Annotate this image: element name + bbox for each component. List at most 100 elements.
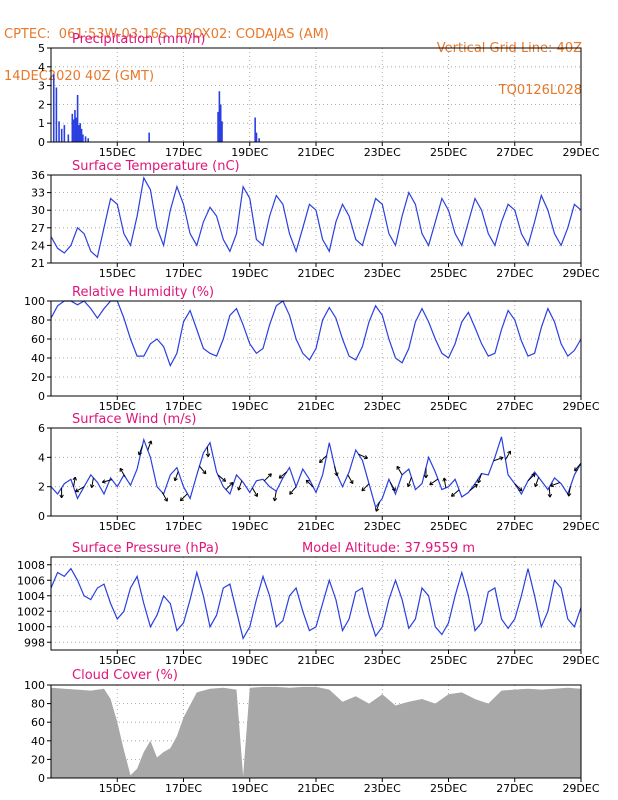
wind-arrow (119, 467, 126, 478)
surface-pressure-line (50, 567, 582, 640)
y-tick-label: 0 (38, 390, 45, 403)
x-tick-label: 27DEC (496, 400, 533, 413)
wind-arrow (358, 453, 368, 460)
x-tick-label: 27DEC (496, 654, 533, 667)
x-tick-label: 23DEC (364, 654, 401, 667)
y-tick-label: 1 (38, 117, 45, 130)
wind-arrow (389, 482, 396, 492)
x-tick-label: 17DEC (165, 267, 202, 280)
y-tick-label: 100 (24, 679, 45, 692)
precip-bar (71, 113, 74, 142)
relative-humidity-title: Relative Humidity (%) (72, 285, 214, 300)
x-tick-label: 17DEC (165, 520, 202, 533)
panel-frame (50, 556, 582, 651)
relative-humidity-line (50, 300, 582, 368)
cloud-cover-panel: 0 20 40 60 80 100 15DEC 17DEC 19DEC 21DEC 23DEC 25D… (24, 668, 600, 795)
precip-bar (258, 138, 260, 142)
y-tick-label: 1008 (17, 559, 45, 572)
precip-bar (255, 132, 258, 142)
x-tick-label: 25DEC (430, 267, 467, 280)
x-tick-label: 17DEC (165, 400, 202, 413)
wind-arrow (101, 479, 113, 484)
surface-pressure-panel: 998 1000 1002 1004 1006 1008 15DEC 17DEC 19DEC 21… (17, 541, 600, 667)
x-tick-label: 29DEC (562, 267, 599, 280)
x-tick-label: 23DEC (364, 146, 401, 159)
wind-arrow (173, 471, 179, 482)
wind-arrow (75, 486, 85, 493)
y-tick-label: 1004 (17, 590, 45, 603)
precip-bar (76, 95, 79, 142)
header-code: TQ0126L028 (498, 83, 582, 98)
x-tick-label: 25DEC (430, 400, 467, 413)
wind-arrow (347, 474, 354, 485)
x-tick-label: 17DEC (165, 782, 202, 795)
x-tick-label: 19DEC (231, 654, 268, 667)
x-tick-label: 27DEC (496, 782, 533, 795)
header-left: CPTEC: 061:53W-03:16S PROX02: CODAJAS (A… (4, 0, 329, 98)
precip-bar (60, 128, 63, 142)
x-tick-label: 25DEC (430, 654, 467, 667)
x-tick-label: 29DEC (562, 520, 599, 533)
x-tick-label: 25DEC (430, 782, 467, 795)
y-tick-label: 0 (38, 772, 45, 785)
precipitation-panel: 0 1 2 3 4 5 15DEC 17DEC 19DEC 21DEC 23DEC 25DEC 27DE… (38, 32, 600, 159)
x-tick-label: 23DEC (364, 782, 401, 795)
relative-humidity-panel: 0 20 40 60 80 100 15DEC 17DEC 19DEC 21DEC 23DEC 25D… (24, 285, 600, 413)
y-tick-label: 3 (38, 80, 45, 93)
y-tick-label: 60 (31, 333, 45, 346)
y-tick-label: 27 (31, 222, 45, 235)
wind-arrow (161, 492, 168, 502)
precip-bar (254, 117, 256, 142)
x-tick-label: 19DEC (231, 267, 268, 280)
wind-arrow (566, 486, 572, 497)
wind-arrow (147, 440, 153, 451)
wind-arrow (289, 486, 297, 495)
precip-bar (217, 111, 219, 142)
precip-bar (221, 121, 223, 142)
wind-arrow (319, 455, 327, 464)
precip-bar (84, 136, 87, 142)
precip-bar (78, 125, 80, 142)
precip-bar (58, 121, 60, 142)
precip-bar (218, 91, 221, 142)
y-tick-label: 0 (38, 510, 45, 523)
precip-bar (148, 132, 150, 142)
y-tick-label: 4 (38, 61, 45, 74)
x-tick-label: 23DEC (364, 267, 401, 280)
precipitation-title: Precipitation (mm/h) (72, 32, 205, 47)
x-tick-label: 21DEC (297, 146, 334, 159)
x-tick-label: 15DEC (99, 267, 136, 280)
y-tick-label: 80 (31, 314, 45, 327)
wind-arrow (225, 482, 234, 490)
x-tick-label: 29DEC (562, 400, 599, 413)
wind-arrow (278, 471, 288, 479)
surface-wind-title: Surface Wind (m/s) (72, 412, 196, 427)
wind-arrow (547, 487, 553, 498)
x-tick-label: 15DEC (99, 520, 136, 533)
surface-temperature-panel: 21 24 27 30 33 36 15DEC 17DEC 19DEC 21DEC 23DEC 25D… (31, 159, 600, 280)
x-tick-label: 19DEC (231, 400, 268, 413)
y-tick-label: 5 (38, 42, 45, 55)
surface-wind-line (50, 436, 582, 509)
wind-arrow (442, 477, 447, 488)
wind-arrow (199, 465, 207, 475)
x-tick-label: 21DEC (297, 267, 334, 280)
wind-arrow (205, 446, 211, 458)
y-tick-label: 4 (38, 451, 45, 464)
precip-bar (80, 128, 83, 142)
cloud-cover-area (51, 686, 581, 778)
precip-bar (74, 110, 76, 142)
precip-bar (72, 119, 75, 142)
x-tick-label: 15DEC (99, 146, 136, 159)
wind-arrow (334, 466, 339, 477)
precip-bar (87, 138, 89, 142)
x-tick-label: 27DEC (496, 520, 533, 533)
wind-arrow (574, 462, 582, 472)
header-date: 14DEC2020 40Z (GMT) (4, 69, 155, 84)
y-tick-label: 21 (31, 257, 45, 270)
wind-arrow (272, 490, 278, 502)
x-tick-label: 21DEC (297, 654, 334, 667)
cloud-cover-title: Cloud Cover (%) (72, 668, 178, 683)
wind-arrow (179, 493, 188, 502)
